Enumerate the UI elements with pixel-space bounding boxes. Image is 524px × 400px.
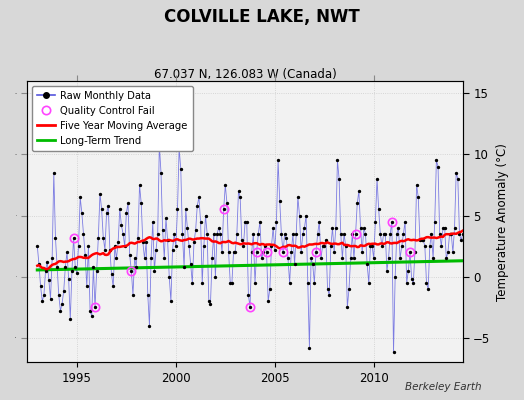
Y-axis label: Temperature Anomaly (°C): Temperature Anomaly (°C) bbox=[496, 143, 509, 300]
Legend: Raw Monthly Data, Quality Control Fail, Five Year Moving Average, Long-Term Tren: Raw Monthly Data, Quality Control Fail, … bbox=[32, 86, 193, 151]
Text: COLVILLE LAKE, NWT: COLVILLE LAKE, NWT bbox=[164, 8, 360, 26]
Title: 67.037 N, 126.083 W (Canada): 67.037 N, 126.083 W (Canada) bbox=[154, 68, 336, 81]
Text: Berkeley Earth: Berkeley Earth bbox=[406, 382, 482, 392]
